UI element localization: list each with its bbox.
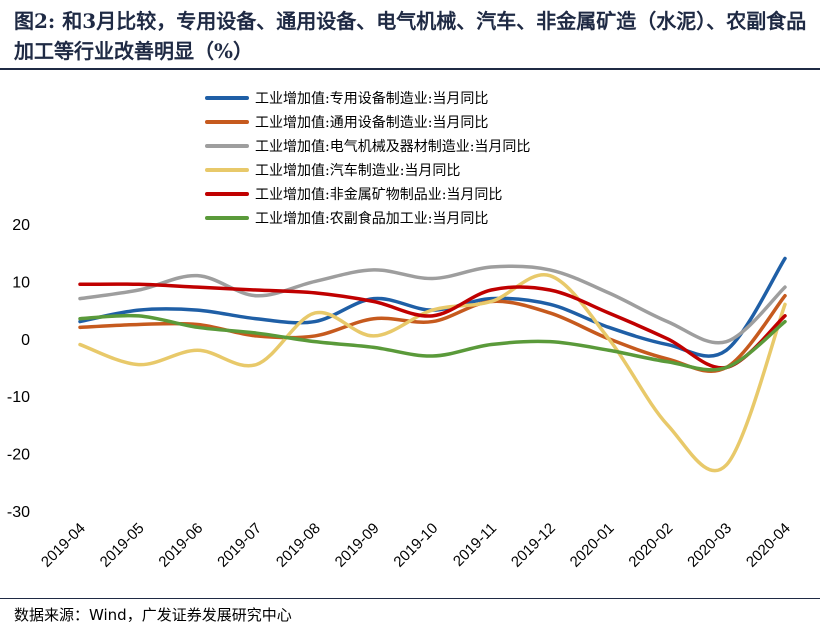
x-tick-label: 2019-11 bbox=[450, 520, 500, 570]
y-tick-label: -20 bbox=[7, 447, 30, 464]
legend-item: 工业增加值:农副食品加工业:当月同比 bbox=[205, 206, 530, 230]
series-line-3 bbox=[78, 272, 787, 473]
legend-label: 工业增加值:非金属矿物制品业:当月同比 bbox=[255, 187, 503, 203]
series-line-2 bbox=[78, 264, 787, 345]
title-divider bbox=[0, 68, 820, 70]
x-tick-label: 2020-02 bbox=[625, 520, 676, 571]
legend-label: 工业增加值:农副食品加工业:当月同比 bbox=[255, 211, 489, 227]
legend-swatch bbox=[205, 216, 249, 220]
legend-swatch bbox=[205, 120, 249, 124]
legend-label: 工业增加值:通用设备制造业:当月同比 bbox=[255, 115, 489, 131]
x-tick-label: 2020-03 bbox=[684, 520, 735, 571]
y-tick-label: -30 bbox=[7, 504, 30, 521]
figure-caption: 和3月比较，专用设备、通用设备、电气机械、汽车、非金属矿造（水泥）、农副食品加工… bbox=[14, 9, 807, 63]
x-tick-label: 2019-05 bbox=[97, 520, 148, 571]
x-tick-label: 2020-01 bbox=[567, 520, 618, 571]
y-tick-label: 10 bbox=[12, 274, 30, 291]
x-axis: 2019-04 2019-05 2019-06 2019-07 2019-08 2019-… bbox=[38, 520, 794, 571]
y-axis: 20 10 0 -10 -20 -30 bbox=[7, 217, 30, 521]
legend-item: 工业增加值:非金属矿物制品业:当月同比 bbox=[205, 182, 530, 206]
x-tick-label: 2019-04 bbox=[38, 520, 89, 571]
footer-divider bbox=[0, 598, 820, 599]
figure-number: 图2: bbox=[14, 9, 56, 33]
x-tick-label: 2019-07 bbox=[214, 520, 265, 571]
legend-label: 工业增加值:汽车制造业:当月同比 bbox=[255, 163, 461, 179]
legend-swatch bbox=[205, 144, 249, 148]
series-line-0 bbox=[78, 256, 787, 358]
legend-item: 工业增加值:汽车制造业:当月同比 bbox=[205, 158, 530, 182]
legend-item: 工业增加值:通用设备制造业:当月同比 bbox=[205, 110, 530, 134]
x-tick-label: 2019-10 bbox=[390, 520, 441, 571]
legend-swatch bbox=[205, 168, 249, 172]
series-line-1 bbox=[78, 294, 787, 373]
x-tick-label: 2019-12 bbox=[508, 520, 559, 571]
legend-item: 工业增加值:电气机械及器材制造业:当月同比 bbox=[205, 134, 530, 158]
y-tick-label: 0 bbox=[21, 332, 30, 349]
legend-label: 工业增加值:电气机械及器材制造业:当月同比 bbox=[255, 139, 531, 155]
chart-title: 图2: 和3月比较，专用设备、通用设备、电气机械、汽车、非金属矿造（水泥）、农副… bbox=[14, 6, 814, 66]
x-tick-label: 2019-08 bbox=[273, 520, 324, 571]
legend: 工业增加值:专用设备制造业:当月同比 工业增加值:通用设备制造业:当月同比 工业增加… bbox=[205, 86, 530, 230]
y-tick-label: -10 bbox=[7, 389, 30, 406]
y-tick-label: 20 bbox=[12, 217, 30, 234]
legend-item: 工业增加值:专用设备制造业:当月同比 bbox=[205, 86, 530, 110]
series-line-4 bbox=[78, 282, 787, 370]
data-source: 数据来源：Wind，广发证券发展研究中心 bbox=[14, 606, 292, 624]
x-tick-label: 2019-06 bbox=[155, 520, 206, 571]
x-tick-label: 2019-09 bbox=[332, 520, 383, 571]
legend-swatch bbox=[205, 96, 249, 100]
series-lines bbox=[78, 256, 787, 473]
legend-label: 工业增加值:专用设备制造业:当月同比 bbox=[255, 91, 489, 107]
series-line-5 bbox=[78, 313, 787, 372]
legend-swatch bbox=[205, 192, 249, 196]
x-tick-label: 2020-04 bbox=[743, 520, 794, 571]
